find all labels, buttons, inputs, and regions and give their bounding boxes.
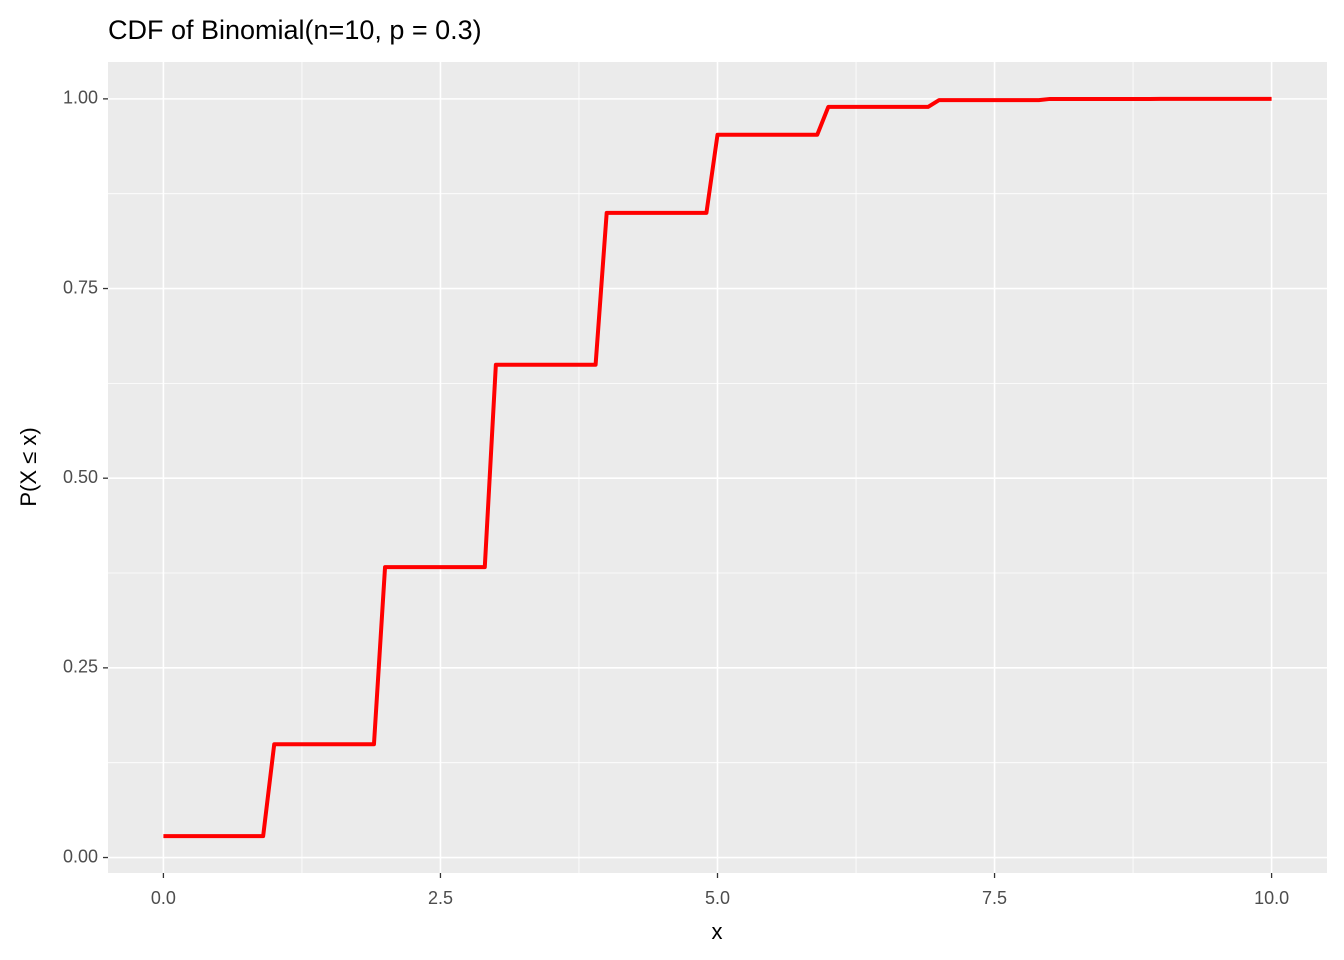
x-tick-label: 5.0 [705, 888, 730, 908]
y-tick-label: 0.50 [63, 467, 98, 487]
cdf-line [163, 96, 1272, 839]
marks [163, 96, 1272, 839]
y-tick-label: 0.00 [63, 846, 98, 866]
x-tick-label: 10.0 [1254, 888, 1289, 908]
y-tick-label: 0.25 [63, 657, 98, 677]
chart-title: CDF of Binomial(n=10, p = 0.3) [108, 15, 482, 45]
x-tick-label: 2.5 [428, 888, 453, 908]
x-axis-label: x [712, 919, 723, 944]
y-axis-label: P(X ≤ x) [16, 427, 41, 506]
y-tick-label: 1.00 [63, 88, 98, 108]
x-tick-label: 0.0 [151, 888, 176, 908]
grid [108, 62, 1327, 873]
y-tick-label: 0.75 [63, 277, 98, 297]
x-tick-label: 7.5 [982, 888, 1007, 908]
